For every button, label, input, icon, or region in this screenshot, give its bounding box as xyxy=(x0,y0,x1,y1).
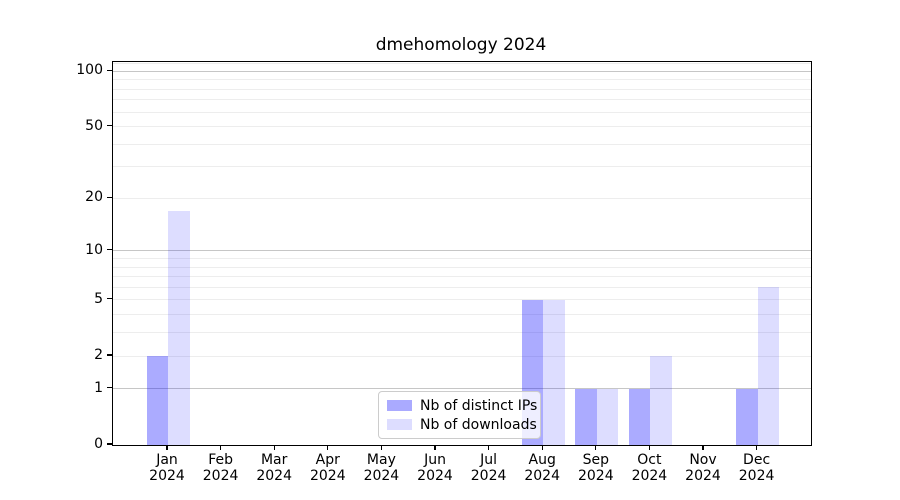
minor-gridline xyxy=(113,332,811,334)
minor-gridline xyxy=(113,88,811,90)
chart-title: dmehomology 2024 xyxy=(375,35,547,55)
minor-gridline xyxy=(113,63,811,65)
legend-swatch-distinct-ips xyxy=(387,400,412,411)
major-gridline xyxy=(113,70,811,72)
minor-gridline xyxy=(113,314,811,316)
bar-distinct-ips-jan xyxy=(146,356,168,445)
bar-distinct-ips-oct xyxy=(628,388,651,445)
bar-distinct-ips-sep xyxy=(575,388,597,445)
major-gridline xyxy=(113,250,811,252)
x-tick-label-dec: Dec 2024 xyxy=(738,452,775,484)
legend-item: Nb of distinct IPs xyxy=(387,396,537,415)
y-tick-mark xyxy=(107,354,112,356)
y-tick-mark xyxy=(107,298,112,300)
x-tick-mark xyxy=(488,445,490,450)
y-tick-mark xyxy=(107,196,112,198)
x-tick-label-mar: Mar 2024 xyxy=(256,452,292,484)
x-tick-label-oct: Oct 2024 xyxy=(631,452,668,484)
minor-gridline xyxy=(113,99,811,101)
x-tick-mark xyxy=(220,445,222,450)
y-tick-label: 1 xyxy=(94,379,103,396)
x-tick-mark xyxy=(166,445,168,450)
x-tick-mark xyxy=(756,445,758,450)
y-tick-label: 2 xyxy=(94,347,103,364)
x-tick-label-may: May 2024 xyxy=(363,452,400,484)
plot-inner xyxy=(113,62,811,445)
minor-gridline xyxy=(113,258,811,259)
minor-gridline xyxy=(113,355,811,357)
y-tick-mark xyxy=(107,124,112,127)
x-tick-mark xyxy=(541,445,543,450)
x-tick-mark xyxy=(327,445,329,450)
minor-gridline xyxy=(113,276,811,278)
major-gridline xyxy=(113,388,811,390)
x-tick-label-apr: Apr 2024 xyxy=(309,452,346,484)
y-tick-label: 20 xyxy=(85,189,103,206)
x-tick-label-aug: Aug 2024 xyxy=(524,452,560,484)
minor-gridline xyxy=(113,126,811,128)
minor-gridline xyxy=(113,299,811,301)
x-tick-mark xyxy=(273,445,275,450)
x-tick-label-jan: Jan 2024 xyxy=(149,452,185,484)
legend-label: Nb of downloads xyxy=(420,416,537,433)
y-tick-label: 50 xyxy=(85,117,103,134)
legend-swatch-downloads xyxy=(387,419,412,430)
plot-area xyxy=(112,61,812,446)
x-tick-mark xyxy=(434,445,436,450)
minor-gridline xyxy=(113,286,811,288)
minor-gridline xyxy=(113,197,811,199)
legend: Nb of distinct IPs Nb of downloads xyxy=(378,391,541,439)
legend-item: Nb of downloads xyxy=(387,415,537,434)
bar-downloads-oct xyxy=(650,356,672,445)
x-tick-mark xyxy=(595,445,597,450)
x-tick-label-sep: Sep 2024 xyxy=(577,452,614,484)
y-tick-label: 10 xyxy=(85,241,103,258)
bar-downloads-dec xyxy=(757,287,780,445)
minor-gridline xyxy=(113,266,811,268)
x-tick-label-jul: Jul 2024 xyxy=(470,452,507,484)
y-tick-mark xyxy=(107,249,112,251)
minor-gridline xyxy=(113,79,811,81)
x-tick-mark xyxy=(648,445,650,450)
y-tick-label: 100 xyxy=(76,62,103,79)
y-tick-mark xyxy=(107,387,112,389)
bar-downloads-jan xyxy=(168,210,190,445)
bar-distinct-ips-dec xyxy=(736,388,758,445)
y-tick-mark xyxy=(107,69,112,71)
minor-gridline xyxy=(113,166,811,168)
x-tick-mark xyxy=(380,445,382,450)
minor-gridline xyxy=(113,111,811,113)
x-tick-label-feb: Feb 2024 xyxy=(202,452,239,484)
y-tick-label: 5 xyxy=(94,290,103,307)
bar-downloads-aug xyxy=(543,299,565,445)
x-tick-label-jun: Jun 2024 xyxy=(417,452,453,484)
bar-downloads-sep xyxy=(596,388,619,445)
legend-label: Nb of distinct IPs xyxy=(420,397,538,414)
minor-gridline xyxy=(113,143,811,145)
x-tick-mark xyxy=(702,445,704,450)
y-tick-mark xyxy=(107,443,112,445)
x-tick-label-nov: Nov 2024 xyxy=(685,452,721,484)
y-tick-label: 0 xyxy=(94,436,103,452)
